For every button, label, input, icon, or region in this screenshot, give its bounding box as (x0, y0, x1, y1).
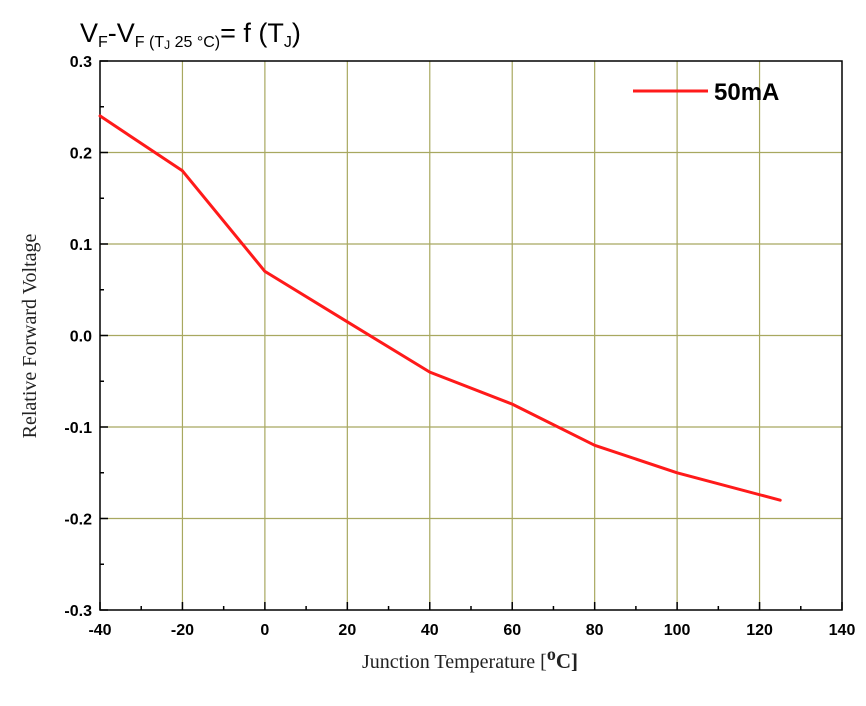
labels-layer: -40 -20 0 20 40 60 80 100 120 140 -0.3 -0.2 -0.1 0.0 0… (64, 54, 855, 639)
series-line-50ma (98, 114, 782, 502)
title-eq: = f (T (220, 18, 284, 48)
grid-layer (100, 61, 842, 610)
x-tick-label: 40 (421, 622, 439, 639)
legend: 50mA (633, 79, 779, 106)
y-tick-label: -0.1 (64, 420, 92, 437)
y-tick-label: 0.0 (70, 329, 92, 346)
x-tick-label: -40 (88, 622, 111, 639)
title-sub1: F (98, 34, 108, 51)
legend-label-50ma: 50mA (714, 79, 779, 106)
title-sub-j2: J (284, 34, 292, 51)
title-dash: -V (108, 18, 135, 48)
y-tick-label: -0.3 (64, 603, 92, 620)
x-tick-label: 80 (586, 622, 604, 639)
y-axis-label: Relative Forward Voltage (19, 233, 41, 438)
x-tick-label: 60 (503, 622, 521, 639)
x-tick-label: 20 (338, 622, 356, 639)
y-tick-label: 0.1 (70, 237, 92, 254)
x-axis-label-unit: C] (556, 649, 578, 673)
title-paren-open: (T (145, 34, 165, 51)
title-close: ) (292, 18, 301, 48)
x-tick-label: 100 (664, 622, 691, 639)
title-sub-j: J (164, 38, 170, 52)
axes-layer (99, 60, 843, 611)
y-tick-label: -0.2 (64, 512, 92, 529)
x-axis-label: Junction Temperature [oC] (362, 644, 578, 673)
title-v1: V (80, 18, 98, 48)
x-tick-label: 140 (829, 622, 856, 639)
title-sub2: F (135, 34, 145, 51)
x-axis-label-text: Junction Temperature [ (362, 651, 547, 673)
y-tick-label: 0.2 (70, 146, 92, 163)
x-axis-label-sup: o (547, 644, 556, 664)
y-tick-label: 0.3 (70, 54, 92, 71)
title-temp: 25 °C) (170, 34, 220, 51)
x-tick-label: 120 (746, 622, 773, 639)
series-layer (98, 114, 782, 502)
x-tick-label: -20 (171, 622, 194, 639)
x-tick-label: 0 (260, 622, 269, 639)
chart-title: VF-VF (TJ 25 °C)= f (TJ) (80, 18, 301, 52)
